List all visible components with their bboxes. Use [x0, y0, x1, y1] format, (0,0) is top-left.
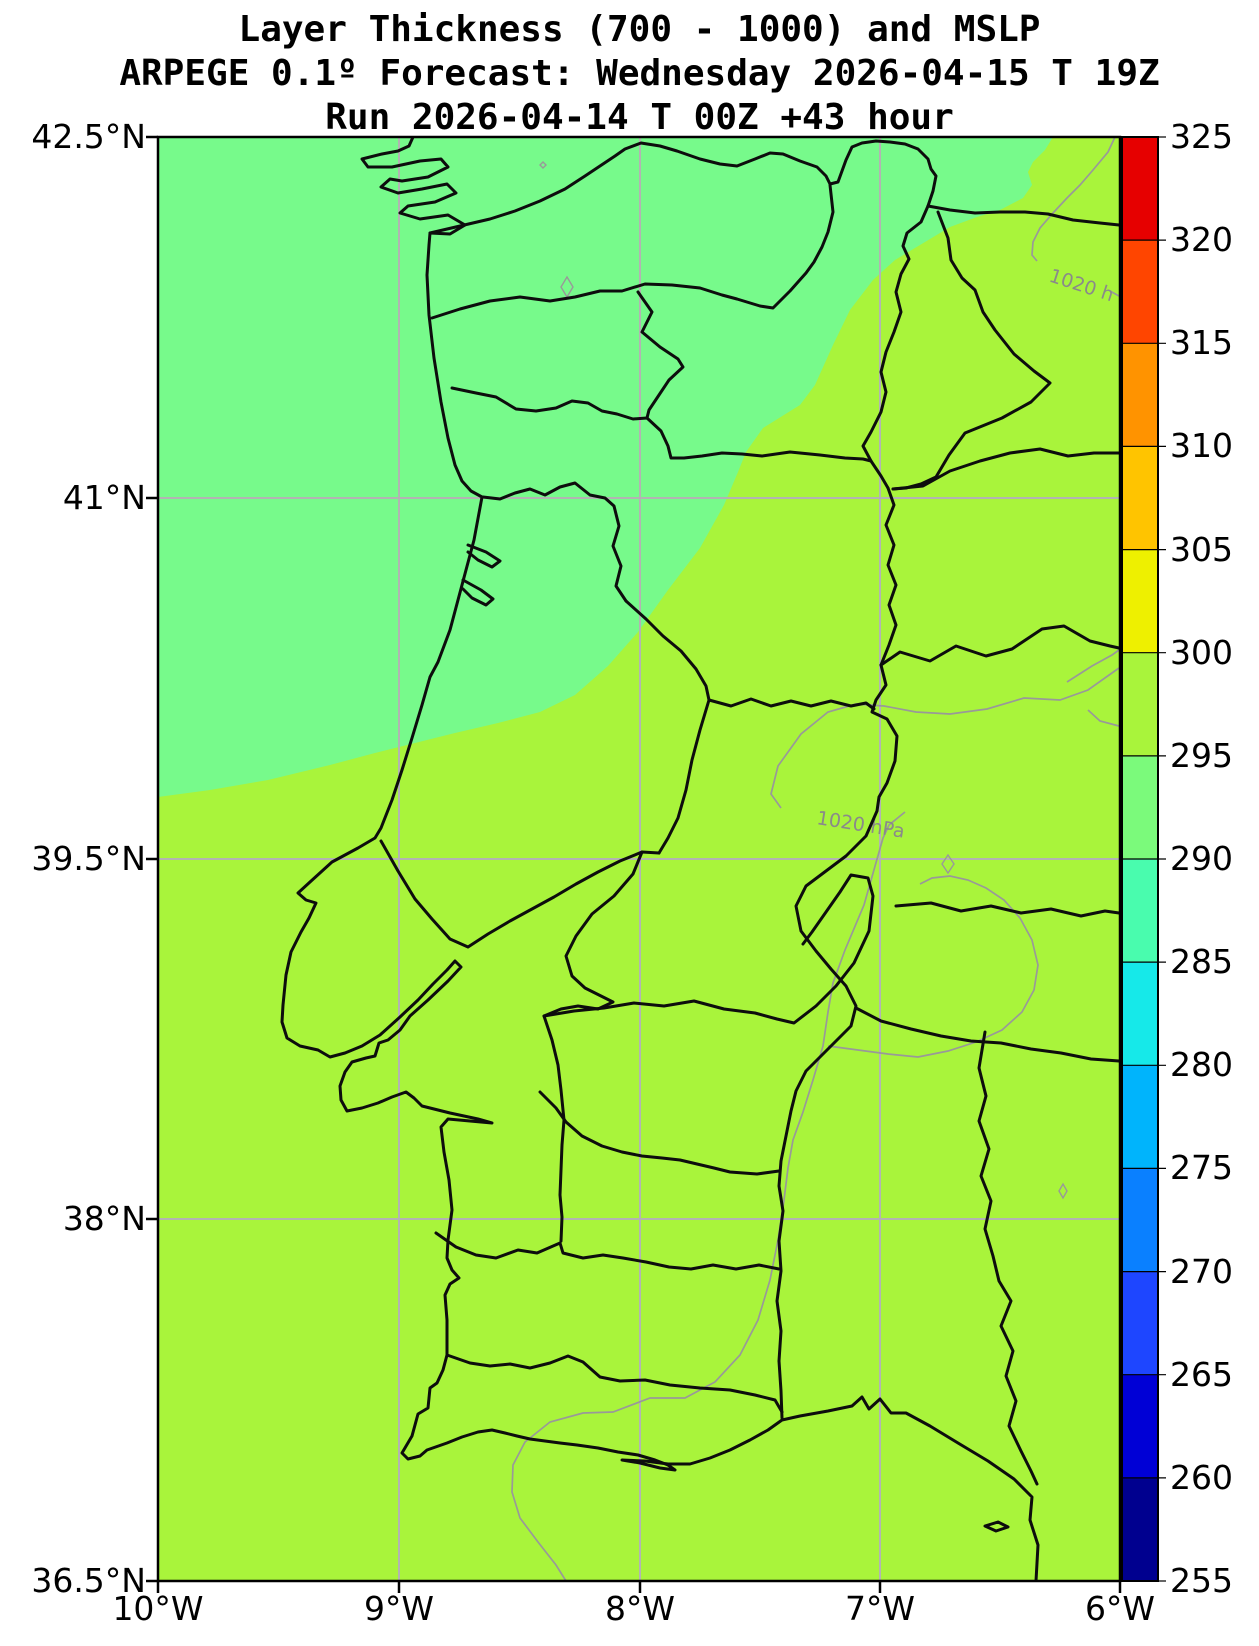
colorbar-segment — [1122, 240, 1158, 344]
colorbar-tick-label: 270 — [1170, 1252, 1233, 1291]
thickness-field: 1020 h 1020 hPa — [158, 137, 1120, 1581]
colorbar-tick-label: 260 — [1170, 1458, 1233, 1497]
colorbar-tick-label: 280 — [1170, 1045, 1233, 1084]
colorbar-tick-label: 325 — [1170, 117, 1233, 156]
x-tick-label: 8°W — [604, 1589, 676, 1628]
colorbar-segment — [1122, 1168, 1158, 1272]
title-line-3: Run 2026-04-14 T 00Z +43 hour — [325, 97, 954, 138]
colorbar-segment — [1122, 1374, 1158, 1478]
title-line-2: ARPEGE 0.1º Forecast: Wednesday 2026-04-… — [119, 53, 1160, 94]
x-tick-label: 7°W — [844, 1589, 916, 1628]
colorbar-tick-label: 315 — [1170, 323, 1233, 362]
y-tick-label: 36.5°N — [31, 1561, 146, 1600]
colorbar-segment — [1122, 652, 1158, 756]
colorbar-tick-label: 305 — [1170, 530, 1233, 569]
colorbar-segment — [1122, 962, 1158, 1066]
colorbar-tick-label: 255 — [1170, 1561, 1233, 1600]
coastline-and-boundaries — [280, 137, 1120, 1581]
x-tick-label: 9°W — [363, 1589, 435, 1628]
colorbar-segment — [1122, 1065, 1158, 1169]
colorbar — [1121, 136, 1166, 1582]
colorbar-segment — [1122, 1477, 1158, 1581]
title-line-1: Layer Thickness (700 - 1000) and MSLP — [238, 9, 1041, 50]
colorbar-tick-label: 320 — [1170, 220, 1233, 259]
colorbar-ticks — [1122, 136, 1166, 1582]
colorbar-tick-label: 300 — [1170, 633, 1233, 672]
field-290-295 — [158, 137, 1053, 797]
colorbar-segment — [1122, 137, 1158, 241]
colorbar-tick-label: 295 — [1170, 736, 1233, 775]
colorbar-tick-label: 275 — [1170, 1148, 1233, 1187]
colorbar-tick-label: 285 — [1170, 942, 1233, 981]
colorbar-segment — [1122, 755, 1158, 859]
colorbar-tick-label: 265 — [1170, 1355, 1233, 1394]
colorbar-segment — [1122, 343, 1158, 447]
colorbar-segment — [1122, 1271, 1158, 1375]
colorbar-segment — [1122, 859, 1158, 963]
y-tick-label: 41°N — [62, 478, 146, 517]
colorbar-tick-label: 310 — [1170, 426, 1233, 465]
colorbar-segment — [1122, 549, 1158, 653]
y-tick-label: 39.5°N — [31, 839, 146, 878]
y-tick-label: 38°N — [62, 1199, 146, 1238]
colorbar-segment — [1122, 446, 1158, 550]
colorbar-tick-label: 290 — [1170, 839, 1233, 878]
x-tick-label: 10°W — [112, 1589, 204, 1628]
axes-frame — [146, 135, 1122, 1593]
y-tick-label: 42.5°N — [31, 117, 146, 156]
x-tick-label: 6°W — [1084, 1589, 1156, 1628]
